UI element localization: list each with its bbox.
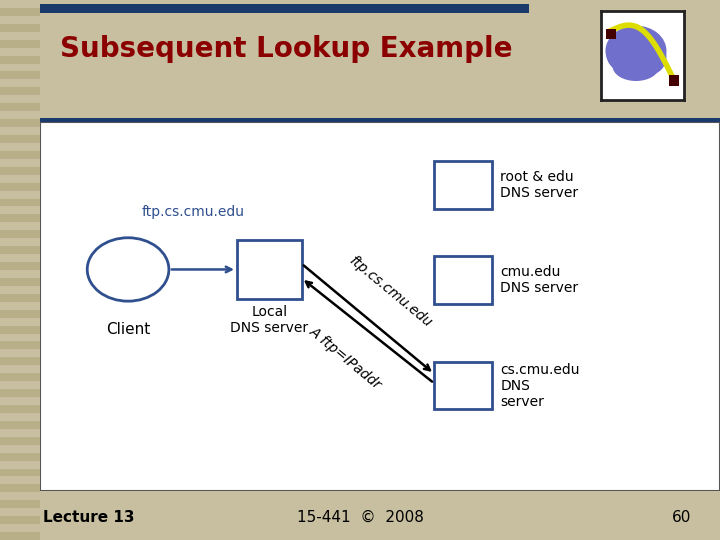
Text: cs.cmu.edu
DNS
server: cs.cmu.edu DNS server	[500, 362, 580, 409]
Bar	[0, 326, 40, 334]
Bar	[0, 87, 40, 95]
Bar	[0, 119, 40, 127]
Bar	[0, 71, 40, 79]
Text: ftp.cs.cmu.edu: ftp.cs.cmu.edu	[346, 253, 434, 330]
Bar	[0, 151, 40, 159]
Bar	[0, 8, 40, 16]
Bar	[0, 24, 40, 32]
Ellipse shape	[633, 40, 666, 74]
Bar	[0, 230, 40, 238]
Bar	[434, 256, 492, 304]
Bar	[0, 484, 40, 492]
Bar	[237, 240, 302, 299]
Bar	[0, 421, 40, 429]
Bar	[0, 262, 40, 270]
Circle shape	[87, 238, 169, 301]
Bar	[434, 362, 492, 409]
Bar	[0, 373, 40, 381]
Bar	[0, 278, 40, 286]
Bar	[434, 161, 492, 208]
Bar	[0, 294, 40, 302]
Bar	[0, 214, 40, 222]
Bar	[0, 405, 40, 413]
Text: Lecture 13: Lecture 13	[43, 510, 135, 525]
Ellipse shape	[606, 26, 666, 76]
Bar	[0, 167, 40, 175]
Bar	[40, 118, 720, 122]
Bar	[0, 389, 40, 397]
Bar	[0, 135, 40, 143]
Bar	[0, 516, 40, 524]
Ellipse shape	[613, 52, 659, 80]
Bar	[0, 246, 40, 254]
Text: cmu.edu
DNS server: cmu.edu DNS server	[500, 265, 578, 295]
Bar	[669, 75, 679, 86]
Bar	[0, 532, 40, 540]
Bar	[40, 4, 529, 13]
Text: A ftp=IPaddr: A ftp=IPaddr	[307, 324, 384, 392]
Bar	[0, 341, 40, 349]
Ellipse shape	[607, 36, 642, 71]
Text: Client: Client	[106, 322, 150, 338]
Bar	[0, 357, 40, 365]
Bar	[0, 310, 40, 318]
Bar	[0, 56, 40, 64]
Bar	[0, 453, 40, 461]
Text: ftp.cs.cmu.edu: ftp.cs.cmu.edu	[142, 205, 245, 219]
Text: Local
DNS server: Local DNS server	[230, 305, 308, 335]
Bar	[0, 103, 40, 111]
Bar	[0, 469, 40, 476]
Text: 15-441  ©  2008: 15-441 © 2008	[297, 510, 423, 525]
Text: root & edu
DNS server: root & edu DNS server	[500, 170, 578, 200]
Bar	[606, 29, 616, 39]
Bar	[0, 183, 40, 191]
Text: 60: 60	[672, 510, 691, 525]
Bar	[0, 199, 40, 206]
Bar	[0, 437, 40, 445]
Bar	[0, 40, 40, 48]
Text: Subsequent Lookup Example: Subsequent Lookup Example	[60, 35, 513, 63]
Bar	[0, 500, 40, 508]
